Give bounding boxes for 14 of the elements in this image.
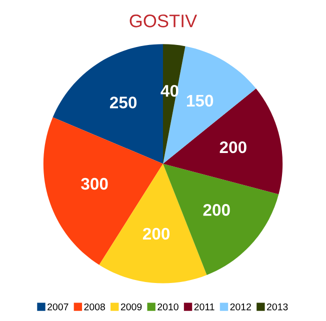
legend-label: 2007 <box>48 303 68 310</box>
legend-label: 2010 <box>158 303 178 310</box>
chart-title: GOSTIV <box>130 14 198 28</box>
legend-label: 2011 <box>194 303 214 310</box>
legend-label: 2009 <box>120 303 142 310</box>
data-label: 200 <box>220 141 246 154</box>
legend-label: 2013 <box>267 303 288 310</box>
data-label: 150 <box>186 94 214 107</box>
legend-label: 2012 <box>230 303 251 310</box>
data-label: 200 <box>203 204 230 216</box>
data-label: 300 <box>81 178 108 190</box>
data-label: 250 <box>110 96 137 108</box>
data-label: 200 <box>142 228 170 240</box>
legend-label: 2008 <box>84 303 105 310</box>
